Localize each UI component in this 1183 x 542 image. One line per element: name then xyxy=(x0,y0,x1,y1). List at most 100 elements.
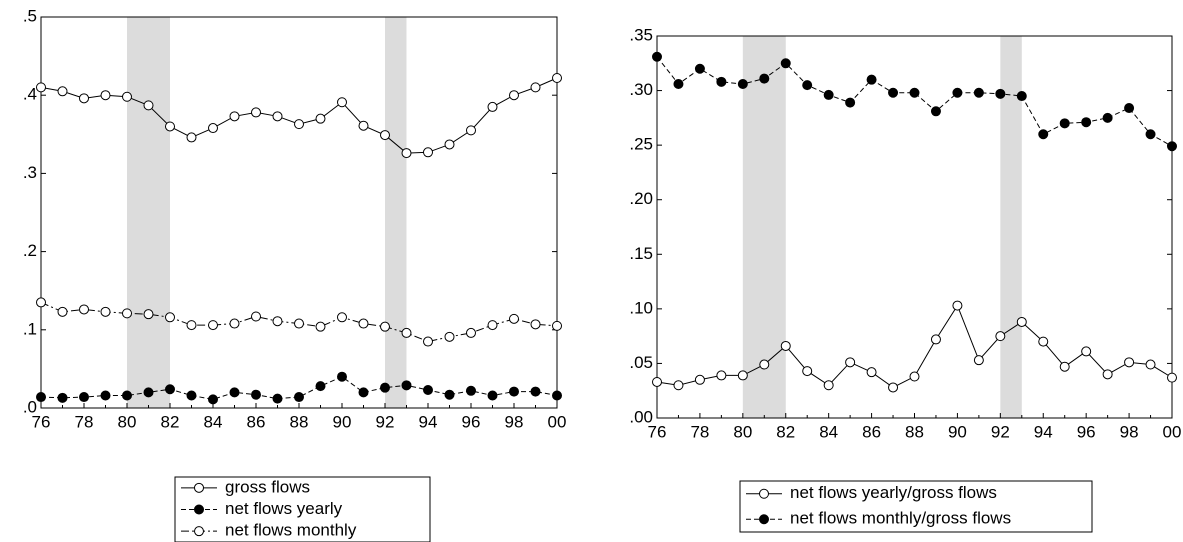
recession-shading xyxy=(1000,36,1022,418)
data-point xyxy=(466,125,476,136)
data-point xyxy=(823,89,834,100)
data-point xyxy=(122,308,132,319)
data-point xyxy=(909,371,920,382)
legend-label: net flows yearly xyxy=(225,499,343,518)
data-point xyxy=(509,386,519,397)
data-point xyxy=(294,119,304,130)
data-point xyxy=(716,370,727,381)
data-point xyxy=(930,334,941,345)
data-point xyxy=(251,389,261,400)
data-point xyxy=(100,390,111,401)
y-tick-label: .05 xyxy=(629,353,653,372)
data-point xyxy=(530,82,541,93)
data-point xyxy=(716,76,727,87)
legend-box xyxy=(739,480,1093,533)
data-point xyxy=(552,72,562,83)
data-point xyxy=(57,392,68,403)
data-point xyxy=(143,100,154,111)
data-point xyxy=(1081,117,1092,128)
data-point xyxy=(337,371,347,382)
data-point xyxy=(358,387,369,398)
data-point xyxy=(552,320,562,331)
data-point xyxy=(652,376,662,387)
y-tick-label: .3 xyxy=(23,163,37,182)
y-tick-label: .25 xyxy=(629,135,653,154)
x-tick-label: 82 xyxy=(161,412,180,431)
data-point xyxy=(1124,357,1135,368)
data-point xyxy=(444,389,455,400)
x-tick-label: 00 xyxy=(1163,422,1182,441)
legend-marker xyxy=(194,526,204,537)
y-tick-label: .00 xyxy=(629,407,653,426)
data-point xyxy=(36,82,46,93)
x-tick-label: 98 xyxy=(1120,422,1139,441)
data-point xyxy=(845,357,856,368)
data-point xyxy=(823,380,834,391)
data-point xyxy=(673,79,684,90)
data-point xyxy=(509,313,519,324)
data-point xyxy=(673,380,684,391)
data-point xyxy=(530,386,541,397)
y-tick-label: .0 xyxy=(23,397,37,416)
recession-shading xyxy=(127,17,170,408)
x-tick-label: 78 xyxy=(75,412,94,431)
data-point xyxy=(694,374,705,385)
data-point xyxy=(79,93,89,104)
series-line xyxy=(40,77,558,154)
data-point xyxy=(294,392,304,403)
data-point xyxy=(423,336,433,347)
x-tick-label: 82 xyxy=(776,422,795,441)
data-point xyxy=(1059,361,1070,372)
legend-label: net flows monthly xyxy=(225,521,357,540)
data-point xyxy=(1167,372,1177,383)
data-point xyxy=(337,97,347,108)
data-point xyxy=(802,366,813,377)
x-tick-label: 96 xyxy=(462,412,481,431)
data-point xyxy=(315,113,326,124)
legend-marker xyxy=(759,488,769,499)
data-point xyxy=(1102,112,1113,123)
x-tick-label: 90 xyxy=(948,422,967,441)
plot-frame xyxy=(40,16,558,409)
data-point xyxy=(1145,129,1156,140)
data-point xyxy=(888,382,899,393)
recession-shading xyxy=(385,17,407,408)
data-point xyxy=(973,355,984,366)
data-point xyxy=(952,87,963,98)
data-point xyxy=(165,312,175,323)
data-point xyxy=(165,121,175,132)
data-point xyxy=(466,385,476,396)
data-point xyxy=(186,320,197,331)
data-point xyxy=(315,381,326,392)
data-point xyxy=(208,320,218,331)
x-tick-label: 94 xyxy=(419,412,438,431)
data-point xyxy=(380,321,390,332)
data-point xyxy=(737,79,748,90)
data-point xyxy=(423,385,433,396)
data-point xyxy=(122,91,132,102)
data-point xyxy=(229,387,240,398)
data-point xyxy=(165,384,175,395)
data-point xyxy=(866,74,877,85)
x-tick-label: 88 xyxy=(905,422,924,441)
data-point xyxy=(79,304,89,315)
legend-label: net flows yearly/gross flows xyxy=(790,483,997,502)
x-tick-label: 86 xyxy=(247,412,266,431)
data-point xyxy=(1038,336,1049,347)
legend-marker xyxy=(194,482,204,493)
data-point xyxy=(694,63,705,74)
legend-marker xyxy=(759,514,769,525)
data-point xyxy=(100,90,111,101)
x-tick-label: 84 xyxy=(819,422,838,441)
data-point xyxy=(444,139,455,150)
x-tick-label: 80 xyxy=(733,422,752,441)
y-tick-label: .15 xyxy=(629,244,653,263)
recession-shading xyxy=(742,36,786,418)
data-point xyxy=(380,130,390,141)
data-point xyxy=(358,120,369,131)
data-point xyxy=(423,147,433,158)
data-point xyxy=(36,392,46,403)
x-tick-label: 84 xyxy=(204,412,223,431)
